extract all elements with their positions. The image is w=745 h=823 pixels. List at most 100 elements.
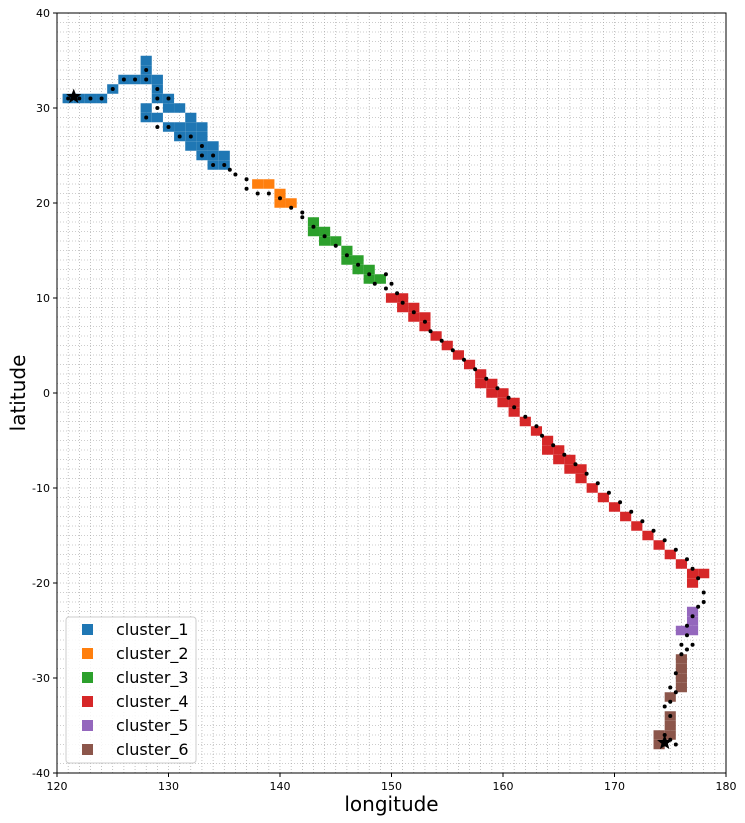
x-tick-label: 160 bbox=[493, 780, 514, 793]
legend-swatch-cluster_3 bbox=[82, 672, 93, 683]
cluster-cell-cluster_1 bbox=[185, 112, 197, 123]
cluster-cell-cluster_4 bbox=[519, 416, 531, 427]
track-point bbox=[606, 490, 611, 495]
x-tick-label: 120 bbox=[47, 780, 68, 793]
cluster-cell-cluster_3 bbox=[319, 236, 331, 246]
legend-swatch-cluster_6 bbox=[82, 744, 93, 755]
cluster-cell-cluster_4 bbox=[564, 464, 576, 474]
cluster-cell-cluster_3 bbox=[352, 264, 364, 275]
track-point bbox=[684, 557, 689, 562]
axis-ticks: 120 130 140 150 160 170 180 40 30 20 10 0 -10 -20 -30 -… bbox=[32, 7, 736, 793]
track-point bbox=[573, 462, 578, 467]
track-point bbox=[322, 234, 327, 239]
legend-label-cluster_2: cluster_2 bbox=[116, 644, 189, 664]
track-point bbox=[684, 633, 689, 638]
track-point bbox=[300, 215, 305, 220]
cluster-cell-cluster_4 bbox=[497, 397, 509, 408]
track-point bbox=[679, 642, 684, 647]
y-tick-label: -20 bbox=[32, 577, 50, 590]
track-point bbox=[679, 652, 684, 657]
cluster-cell-cluster_4 bbox=[452, 350, 464, 360]
track-point bbox=[668, 714, 673, 718]
cluster-cell-cluster_4 bbox=[475, 378, 487, 389]
track-point bbox=[668, 685, 673, 690]
track-point bbox=[199, 153, 204, 158]
cluster-cell-cluster_4 bbox=[475, 369, 487, 379]
track-point bbox=[450, 348, 455, 353]
track-points bbox=[66, 68, 706, 747]
cluster-cell-cluster_4 bbox=[608, 502, 621, 512]
cluster-cell-cluster_4 bbox=[664, 549, 676, 560]
track-point bbox=[66, 96, 71, 101]
track-point bbox=[428, 329, 433, 334]
x-tick-label: 130 bbox=[158, 780, 179, 793]
cluster-cell-cluster_6 bbox=[675, 673, 687, 683]
track-point bbox=[673, 742, 678, 747]
cluster-cell-cluster_1 bbox=[174, 103, 186, 113]
cluster-cell-cluster_1 bbox=[174, 122, 186, 132]
cluster-cell-cluster_3 bbox=[352, 255, 364, 265]
x-tick-label: 170 bbox=[604, 780, 625, 793]
track-point bbox=[88, 96, 93, 101]
cluster-cell-cluster_4 bbox=[597, 492, 609, 503]
track-point bbox=[289, 205, 294, 210]
track-point bbox=[473, 367, 478, 372]
cluster-cell-cluster_1 bbox=[151, 74, 163, 85]
track-point bbox=[523, 414, 528, 419]
track-point bbox=[395, 291, 400, 296]
cluster-cell-cluster_4 bbox=[542, 435, 554, 446]
cluster-cell-cluster_6 bbox=[664, 692, 676, 702]
track-point bbox=[155, 106, 160, 110]
cluster-cell-cluster_1 bbox=[196, 131, 208, 142]
track-point bbox=[155, 87, 160, 91]
track-point bbox=[684, 623, 689, 628]
track-point bbox=[690, 642, 695, 647]
legend-label-cluster_5: cluster_5 bbox=[116, 716, 189, 736]
legend-swatch-cluster_4 bbox=[82, 696, 93, 707]
track-point bbox=[188, 134, 193, 139]
cluster-cell-cluster_3 bbox=[341, 255, 353, 265]
cluster-cell-cluster_4 bbox=[486, 388, 498, 398]
track-point bbox=[211, 153, 216, 158]
track-point bbox=[673, 671, 678, 676]
track-point bbox=[244, 186, 249, 191]
track-point bbox=[266, 191, 271, 196]
track-point bbox=[333, 243, 338, 248]
cluster-cell-cluster_4 bbox=[553, 454, 565, 465]
track-point bbox=[701, 590, 706, 595]
track-point bbox=[155, 96, 160, 101]
legend: cluster_1 cluster_2 cluster_3 cluster_4clus… bbox=[65, 616, 197, 764]
cluster-cell-cluster_4 bbox=[642, 530, 654, 541]
track-point bbox=[372, 281, 377, 286]
legend-label-cluster_4: cluster_4 bbox=[116, 692, 189, 712]
cluster-cell-cluster_1 bbox=[162, 103, 175, 113]
cluster-cell-cluster_4 bbox=[542, 445, 554, 455]
track-point bbox=[662, 704, 667, 709]
cluster-cell-cluster_4 bbox=[631, 521, 643, 531]
track-point bbox=[367, 272, 372, 277]
start-star-marker bbox=[66, 88, 82, 104]
cluster-cell-cluster_6 bbox=[675, 654, 687, 664]
track-point bbox=[344, 253, 349, 258]
track-point bbox=[584, 471, 589, 476]
track-point bbox=[562, 452, 567, 457]
cluster-cell-cluster_6 bbox=[675, 682, 687, 693]
track-point bbox=[696, 576, 701, 581]
track-point bbox=[244, 177, 249, 182]
cluster-cell-cluster_6 bbox=[653, 739, 665, 750]
x-tick-label: 150 bbox=[381, 780, 402, 793]
track-point bbox=[356, 262, 361, 267]
track-point bbox=[673, 690, 678, 695]
cluster-cell-cluster_4 bbox=[508, 407, 520, 417]
cluster-cell-cluster_2 bbox=[274, 188, 286, 199]
track-point bbox=[166, 125, 171, 129]
cluster-cell-cluster_3 bbox=[307, 217, 320, 227]
track-point bbox=[227, 167, 232, 172]
cluster-cell-cluster_5 bbox=[686, 616, 699, 626]
cluster-cell-cluster_1 bbox=[140, 55, 152, 66]
track-point bbox=[506, 395, 511, 400]
track-point bbox=[144, 77, 149, 82]
legend-swatch-cluster_1 bbox=[82, 624, 93, 635]
x-axis-label: longitude bbox=[344, 792, 438, 816]
